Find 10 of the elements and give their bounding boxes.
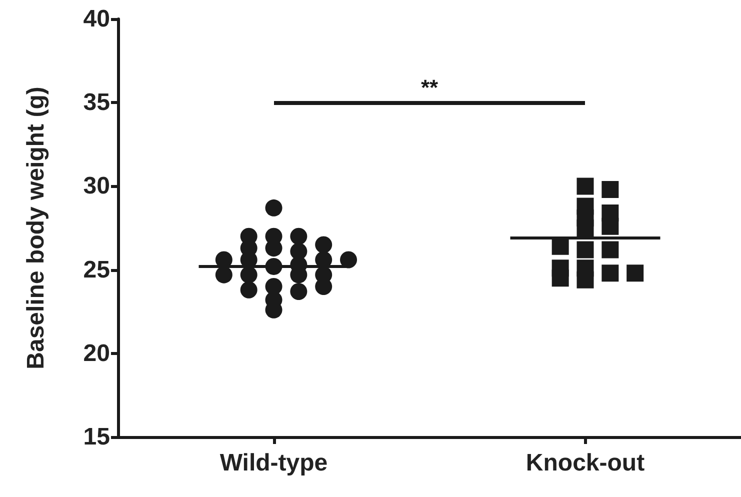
y-tick-label: 20	[83, 340, 110, 367]
x-tick-label: Wild-type	[220, 450, 328, 476]
y-tick-label: 35	[83, 89, 110, 116]
annotation: **	[420, 74, 438, 101]
y-axis-title: Baseline body weight (g)	[22, 86, 50, 370]
y-tick-label: 25	[83, 256, 110, 284]
y-tick-label: 15	[83, 424, 110, 450]
y-tick-label: 40	[83, 6, 110, 32]
x-tick-label: Knock-out	[526, 450, 645, 476]
y-tick-label: 30	[83, 172, 110, 200]
